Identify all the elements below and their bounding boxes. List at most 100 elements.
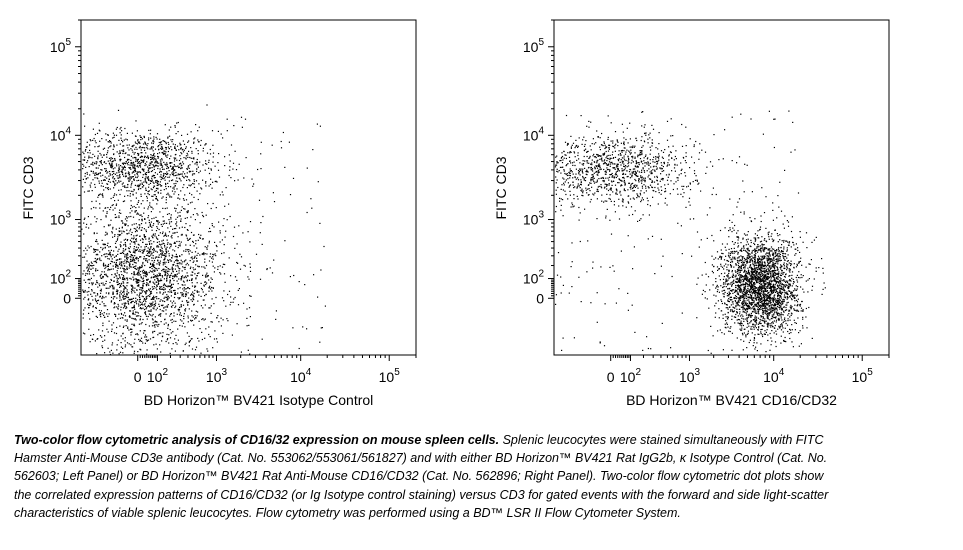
event-dot <box>110 158 112 160</box>
event-dot <box>629 146 631 148</box>
event-dot <box>662 157 664 159</box>
event-dot <box>649 205 651 207</box>
event-dot <box>122 222 124 224</box>
event-dot <box>147 247 149 249</box>
event-dot <box>571 204 574 206</box>
event-dot <box>754 315 756 317</box>
event-dot <box>151 249 154 251</box>
event-dot <box>123 145 125 147</box>
event-dot <box>163 284 165 286</box>
event-dot <box>111 344 113 346</box>
event-dot <box>196 164 198 166</box>
event-dot <box>106 183 108 185</box>
event-dot <box>85 226 87 228</box>
event-dot <box>125 277 127 279</box>
event-dot <box>145 152 147 154</box>
event-dot <box>731 231 733 233</box>
event-dot <box>97 155 99 157</box>
event-dot <box>622 172 624 174</box>
event-dot <box>88 263 90 265</box>
event-dot <box>786 247 788 249</box>
event-dot <box>163 270 165 272</box>
event-dot <box>165 235 168 237</box>
event-dot <box>609 198 611 200</box>
event-dot <box>631 171 633 173</box>
event-dot <box>181 173 183 175</box>
event-dot <box>585 187 587 189</box>
event-dot <box>196 161 198 164</box>
event-dot <box>159 300 161 302</box>
event-dot <box>169 337 172 339</box>
event-dot <box>107 150 109 152</box>
event-dot <box>115 163 118 165</box>
event-dot <box>154 233 156 235</box>
event-dot <box>192 173 194 175</box>
event-dot <box>148 194 150 196</box>
event-dot <box>657 183 659 185</box>
event-dot <box>578 219 580 221</box>
event-dot <box>228 257 230 259</box>
event-dot <box>174 338 176 340</box>
event-dot <box>157 325 159 327</box>
event-dot <box>228 154 230 156</box>
event-dot <box>636 162 638 164</box>
event-dot <box>663 162 665 164</box>
event-dot <box>171 318 173 321</box>
event-dot <box>246 308 248 310</box>
event-dot <box>164 284 167 286</box>
event-dot <box>634 170 636 172</box>
event-dot <box>157 220 159 222</box>
event-dot <box>170 260 172 262</box>
event-dot <box>711 234 713 237</box>
event-dot <box>95 315 97 317</box>
event-dot <box>109 246 111 248</box>
event-dot <box>760 299 762 301</box>
event-dot <box>289 276 291 278</box>
event-dot <box>723 289 725 292</box>
event-dot <box>123 285 125 287</box>
event-dot <box>637 187 639 189</box>
event-dot <box>598 163 600 165</box>
event-dot <box>116 293 118 295</box>
event-dot <box>592 176 594 178</box>
event-dot <box>122 291 124 294</box>
event-dot <box>139 267 141 269</box>
event-dot <box>238 288 240 290</box>
event-dot <box>685 152 687 154</box>
event-dot <box>82 290 84 293</box>
event-dot <box>622 177 624 179</box>
event-dot <box>623 137 625 139</box>
event-dot <box>127 161 130 163</box>
event-dot <box>628 195 630 197</box>
event-dot <box>131 300 133 303</box>
event-dot <box>182 350 184 352</box>
event-dot <box>117 233 119 236</box>
event-dot <box>594 161 596 163</box>
event-dot <box>154 275 156 277</box>
event-dot <box>606 169 609 171</box>
event-dot <box>141 156 144 158</box>
event-dot <box>151 298 153 300</box>
event-dot <box>132 146 134 148</box>
event-dot <box>150 163 152 165</box>
event-dot <box>191 274 193 276</box>
event-dot <box>112 285 114 287</box>
event-dot <box>195 243 197 245</box>
event-dot <box>158 272 160 274</box>
event-dot <box>736 250 738 252</box>
event-dot <box>627 189 629 191</box>
event-dot <box>108 157 111 159</box>
event-dot <box>602 145 604 147</box>
event-dot <box>128 216 130 218</box>
event-dot <box>601 132 603 135</box>
event-dot <box>103 161 106 163</box>
event-dot <box>132 162 134 164</box>
event-dot <box>104 267 106 270</box>
event-dot <box>171 302 173 304</box>
event-dot <box>743 332 745 334</box>
event-dot <box>144 342 146 344</box>
event-dot <box>149 291 151 293</box>
event-dot <box>184 343 186 346</box>
event-dot <box>624 184 626 186</box>
event-dot <box>126 229 128 231</box>
